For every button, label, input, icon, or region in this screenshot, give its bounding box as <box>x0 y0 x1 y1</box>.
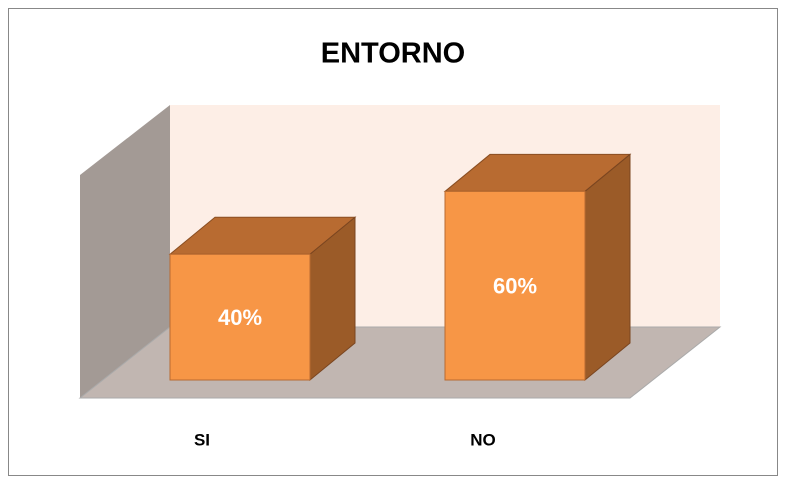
chart-title: ENTORNO <box>321 38 465 70</box>
x-tick-label: SI <box>194 430 210 449</box>
x-tick-label: NO <box>470 430 496 449</box>
data-label: 60% <box>493 274 537 299</box>
data-label: 40% <box>218 305 262 330</box>
bar <box>169 253 311 381</box>
bar <box>444 190 586 381</box>
bar-side <box>584 153 631 382</box>
side-wall <box>80 105 170 398</box>
